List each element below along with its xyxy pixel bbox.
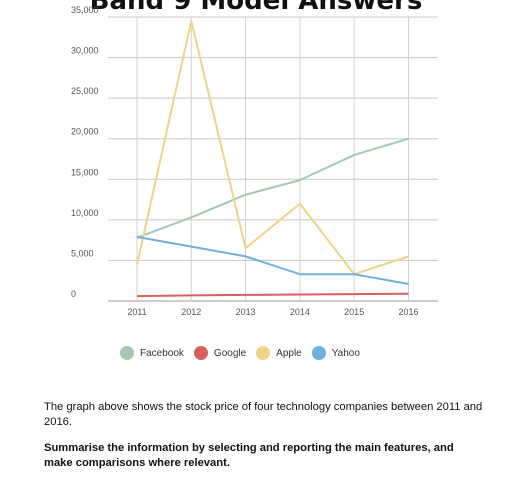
legend-swatch-apple (256, 346, 271, 360)
x-tick-label: 2011 (127, 307, 146, 317)
x-tick-label: 2016 (398, 307, 418, 317)
y-tick-label: 35,000 (71, 5, 99, 15)
legend: Facebook Google Apple Yahoo (120, 346, 362, 360)
x-tick-label: 2013 (236, 307, 256, 317)
legend-item-yahoo: Yahoo (311, 346, 360, 360)
y-tick-label: 25,000 (71, 86, 99, 96)
legend-item-google: Google (193, 346, 247, 360)
x-tick-label: 2015 (344, 307, 364, 317)
task-instructions: Summarise the information by selecting a… (44, 442, 454, 469)
legend-label-google: Google (213, 347, 247, 359)
y-tick-label: 30,000 (71, 46, 99, 56)
legend-item-apple: Apple (256, 346, 302, 360)
line-chart: 0 5,000 10,000 15,000 20,000 25,000 30,000 35,0… (71, 5, 438, 317)
y-tick-label: 0 (71, 289, 76, 299)
legend-swatch-yahoo (311, 346, 326, 360)
y-tick-label: 10,000 (71, 208, 99, 218)
x-tick-label: 2014 (290, 307, 310, 317)
chart-description: The graph above shows the stock price of… (44, 401, 483, 428)
series-line-google (136, 292, 409, 298)
legend-label-yahoo: Yahoo (331, 347, 360, 359)
series-line-apple (136, 20, 409, 276)
page-header: Band 9 Model Answers (89, 0, 423, 16)
series-lines (136, 20, 409, 298)
legend-item-facebook: Facebook (120, 346, 184, 360)
axis-labels: 0 5,000 10,000 15,000 20,000 25,000 30,000 35,0… (71, 5, 419, 317)
series-line-yahoo (136, 235, 409, 285)
series-line-facebook (136, 137, 409, 239)
legend-label-apple: Apple (276, 347, 302, 359)
legend-swatch-google (193, 346, 208, 360)
y-tick-label: 15,000 (71, 167, 99, 177)
x-tick-label: 2012 (181, 307, 201, 317)
y-tick-label: 20,000 (71, 127, 99, 137)
y-tick-label: 5,000 (71, 248, 94, 258)
legend-label-facebook: Facebook (140, 347, 184, 359)
grid-lines (108, 16, 438, 302)
legend-swatch-facebook (120, 346, 134, 360)
